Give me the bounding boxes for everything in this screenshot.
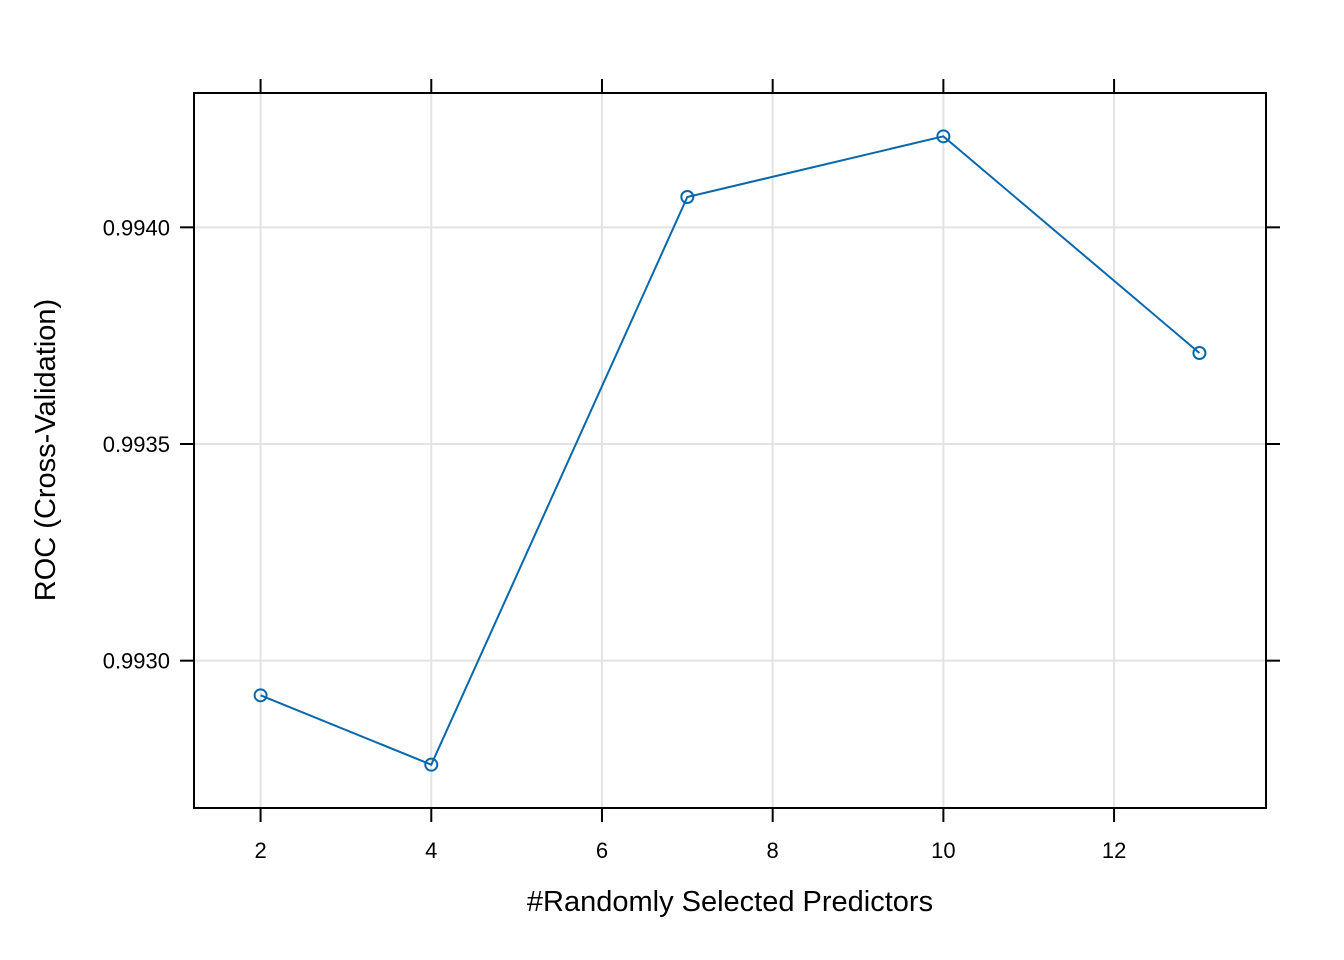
x-tick-label: 4 <box>425 838 437 863</box>
x-tick-label: 12 <box>1102 838 1126 863</box>
grid-lines <box>194 93 1266 808</box>
y-tick-label: 0.9935 <box>103 432 170 457</box>
y-tick-label: 0.9940 <box>103 215 170 240</box>
y-axis-title: ROC (Cross-Validation) <box>30 299 62 601</box>
axis-ticks <box>180 79 1280 822</box>
tick-labels: 2 4 6 8 10 12 0.9930 0.9935 0.9940 <box>103 215 1127 863</box>
series-line <box>260 135 1201 766</box>
data-point <box>680 190 695 204</box>
x-tick-label: 10 <box>931 838 955 863</box>
x-tick-label: 8 <box>767 838 779 863</box>
data-point <box>253 688 268 703</box>
data-point <box>424 757 439 772</box>
x-tick-label: 6 <box>596 838 608 863</box>
data-point <box>936 129 951 144</box>
data-point <box>1192 346 1207 360</box>
data-series <box>253 129 1207 772</box>
x-tick-label: 2 <box>254 838 266 863</box>
y-tick-label: 0.9930 <box>103 649 170 674</box>
x-axis-title: #Randomly Selected Predictors <box>527 886 933 918</box>
plot-frame <box>193 92 1267 809</box>
